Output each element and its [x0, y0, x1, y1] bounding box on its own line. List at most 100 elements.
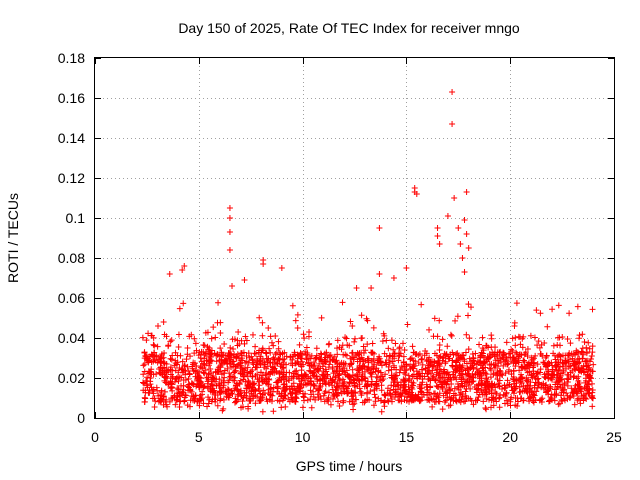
data-point — [444, 378, 451, 385]
data-point — [346, 379, 353, 386]
data-point — [519, 344, 526, 351]
data-point — [414, 395, 421, 402]
data-point — [352, 383, 359, 390]
data-point — [549, 306, 556, 313]
data-point — [425, 396, 432, 403]
data-point — [550, 342, 557, 349]
data-point — [349, 323, 356, 330]
data-point — [481, 354, 488, 361]
data-point — [549, 366, 556, 373]
data-point — [279, 350, 286, 357]
data-point — [436, 317, 443, 324]
data-point — [191, 335, 198, 342]
data-point — [306, 329, 313, 336]
data-point — [214, 319, 221, 326]
data-point — [575, 378, 582, 385]
data-point — [250, 361, 257, 368]
data-point — [263, 355, 270, 362]
data-point — [434, 383, 441, 390]
data-point — [300, 382, 307, 389]
data-point — [399, 340, 406, 347]
data-point — [504, 377, 511, 384]
data-point — [444, 343, 451, 350]
data-point — [388, 372, 395, 379]
data-point — [251, 350, 258, 357]
data-point — [446, 384, 453, 391]
data-point — [195, 381, 202, 388]
data-point — [142, 353, 149, 360]
data-point — [439, 406, 446, 413]
y-tick-label: 0.16 — [58, 90, 85, 106]
data-point — [519, 375, 526, 382]
data-point — [573, 389, 580, 396]
outlier-point — [226, 229, 233, 235]
outlier-point — [413, 191, 420, 197]
data-point — [216, 382, 223, 389]
data-point — [333, 357, 340, 364]
data-point — [512, 334, 519, 341]
data-point — [519, 364, 526, 371]
data-point — [543, 370, 550, 377]
data-point — [425, 376, 432, 383]
data-point — [573, 347, 580, 354]
data-point — [445, 402, 452, 409]
data-point — [387, 392, 394, 399]
data-point — [455, 354, 462, 361]
data-point — [142, 387, 149, 394]
data-point — [567, 363, 574, 370]
data-point — [349, 349, 356, 356]
data-point — [144, 374, 151, 381]
data-point — [543, 353, 550, 360]
data-point — [221, 357, 228, 364]
data-point — [394, 379, 401, 386]
data-point — [259, 378, 266, 385]
data-point — [378, 387, 385, 394]
data-point — [389, 358, 396, 365]
data-point — [511, 357, 518, 364]
data-point — [172, 401, 179, 408]
data-point — [351, 335, 358, 342]
data-point — [403, 388, 410, 395]
outlier-point — [179, 267, 186, 273]
data-point — [401, 381, 408, 388]
data-point — [302, 390, 309, 397]
data-point — [471, 360, 478, 367]
data-point — [511, 322, 518, 329]
data-point — [401, 346, 408, 353]
data-point — [414, 375, 421, 382]
data-point — [450, 397, 457, 404]
data-point — [245, 377, 252, 384]
data-point — [536, 344, 543, 351]
data-point — [381, 350, 388, 357]
data-point — [443, 351, 450, 358]
data-point — [176, 305, 183, 312]
data-point — [196, 349, 203, 356]
data-point — [298, 378, 305, 385]
data-point — [525, 376, 532, 383]
data-point — [220, 405, 227, 412]
data-point — [510, 387, 517, 394]
data-point — [285, 377, 292, 384]
data-point — [373, 385, 380, 392]
data-point — [392, 389, 399, 396]
data-point — [323, 368, 330, 375]
data-point — [349, 401, 356, 408]
data-point — [542, 363, 549, 370]
data-point — [172, 376, 179, 383]
data-point — [327, 401, 334, 408]
data-point — [426, 354, 433, 361]
data-point — [329, 356, 336, 363]
data-point — [436, 366, 443, 373]
data-point — [277, 363, 284, 370]
data-point — [470, 364, 477, 371]
data-point — [546, 385, 553, 392]
data-point — [447, 396, 454, 403]
data-point — [316, 386, 323, 393]
data-point — [583, 350, 590, 357]
data-point — [175, 343, 182, 350]
data-point — [192, 340, 199, 347]
outlier-point — [459, 255, 466, 261]
data-point — [321, 374, 328, 381]
outlier-point — [463, 231, 470, 237]
data-point — [424, 396, 431, 403]
